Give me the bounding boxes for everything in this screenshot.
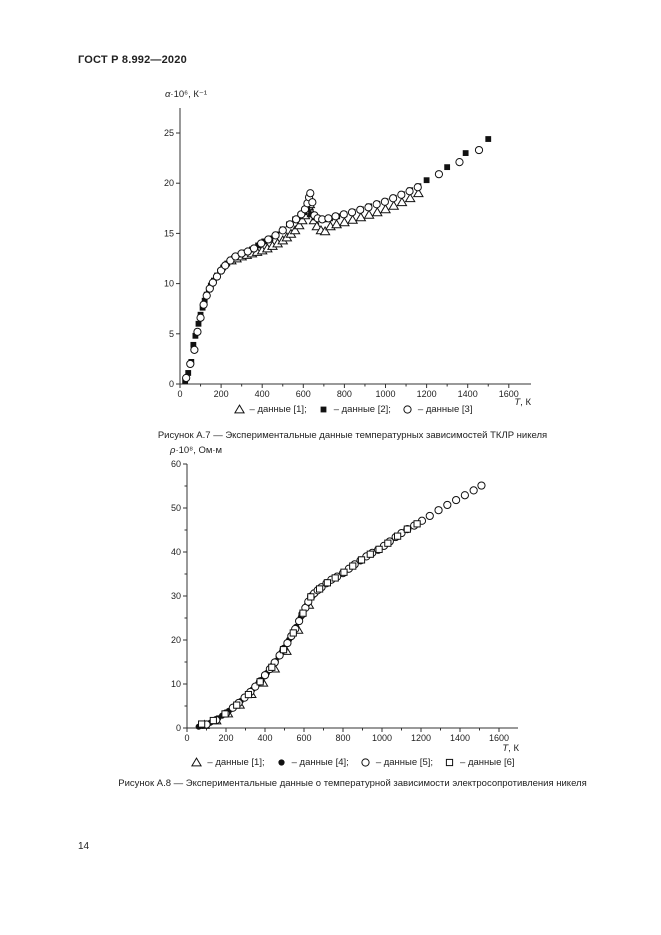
circle-open-icon [361, 758, 370, 767]
x-axis-label-a7: T, К [455, 397, 531, 408]
svg-text:1400: 1400 [458, 389, 478, 399]
y-axis-label-a7: α·10⁶, К⁻¹ [165, 89, 207, 100]
svg-text:0: 0 [169, 379, 174, 389]
ticks [183, 463, 500, 732]
y-axis-symbol-a8: ρ [170, 445, 176, 456]
x-axis-units-a8: , К [508, 743, 519, 754]
caption-a8: Рисунок А.8 — Экспериментальные данные о… [118, 778, 587, 789]
svg-text:1600: 1600 [499, 389, 519, 399]
svg-text:50: 50 [171, 503, 181, 513]
y-axis-symbol-a7: α [165, 89, 171, 100]
legend-item: – данные [3] [401, 403, 473, 415]
svg-text:200: 200 [214, 389, 229, 399]
legend-item: – данные [2]; [317, 403, 391, 415]
svg-text:1200: 1200 [417, 389, 437, 399]
svg-text:1000: 1000 [372, 733, 392, 743]
legend-item-label: – данные [1]; [249, 403, 307, 415]
svg-text:15: 15 [164, 228, 174, 238]
tick-labels: 0 200 400 600 800 1000 1200 1400 1600 0 5 10 15 20 25 [164, 128, 519, 399]
square-open-icon [445, 758, 454, 767]
axes [186, 464, 518, 729]
svg-text:1200: 1200 [411, 733, 431, 743]
circle-filled-icon [278, 759, 285, 766]
svg-text:10: 10 [171, 679, 181, 689]
svg-text:20: 20 [171, 635, 181, 645]
square-filled-icon [320, 406, 327, 413]
triangle-open-icon [191, 757, 203, 767]
svg-text:400: 400 [255, 389, 270, 399]
x-axis-symbol-a8: T [502, 743, 509, 754]
legend-item-label: – данные [5]; [375, 756, 434, 768]
legend-item: – данные [4]; [275, 756, 349, 768]
legend-item: – данные [1]; [233, 403, 307, 415]
svg-text:0: 0 [184, 733, 189, 743]
svg-text:800: 800 [335, 733, 350, 743]
svg-text:40: 40 [171, 547, 181, 557]
axes [179, 108, 531, 385]
legend-a7: – данные [1]; – данные [2]; – данные [3] [30, 403, 661, 418]
svg-text:1400: 1400 [450, 733, 470, 743]
triangle-open-icon [233, 404, 245, 414]
x-axis-symbol-a7: T [514, 397, 521, 408]
svg-text:600: 600 [296, 733, 311, 743]
document-header: ГОСТ Р 8.992—2020 [78, 54, 187, 66]
y-axis-units-a7: ·10⁶, К⁻¹ [170, 89, 208, 100]
y-axis-label-a8: ρ·10⁸, Ом·м [170, 445, 222, 456]
svg-text:800: 800 [337, 389, 352, 399]
svg-text:10: 10 [164, 279, 174, 289]
svg-text:25: 25 [164, 128, 174, 138]
ticks [176, 132, 510, 388]
x-axis-units-a7: , К [520, 397, 531, 408]
chart-a8-plot: 0 200 400 600 800 1000 1200 1400 1600 0 10 20 30 40 50… [171, 459, 518, 743]
legend-a8: – данные [1]; – данные [4]; – данные [5]; –… [30, 756, 661, 771]
svg-text:0: 0 [176, 723, 181, 733]
legend-item-label: – данные [4]; [291, 756, 349, 768]
svg-text:1600: 1600 [489, 733, 509, 743]
svg-text:30: 30 [171, 591, 181, 601]
tick-labels: 0 200 400 600 800 1000 1200 1400 1600 0 10 20 30 40 50… [171, 459, 509, 743]
svg-text:5: 5 [169, 329, 174, 339]
y-axis-units-a8: ·10⁸, Ом·м [175, 445, 223, 456]
x-axis-label-a8: T, К [443, 743, 519, 754]
svg-text:1000: 1000 [375, 389, 395, 399]
legend-item-label: – данные [1]; [207, 756, 265, 768]
legend-item: – данные [6] [443, 756, 515, 768]
svg-text:60: 60 [171, 459, 181, 469]
legend-item-label: – данные [2]; [333, 403, 391, 415]
legend-item: – данные [5]; [359, 756, 433, 768]
svg-text:0: 0 [177, 389, 182, 399]
svg-text:400: 400 [257, 733, 272, 743]
chart-a7-plot: 0 200 400 600 800 1000 1200 1400 1600 0 5 10 15 20 25 [164, 108, 531, 399]
page-number: 14 [78, 841, 90, 852]
legend-item-label: – данные [3] [417, 403, 473, 415]
series-данные3 [182, 145, 484, 383]
svg-text:200: 200 [218, 733, 233, 743]
svg-text:600: 600 [296, 389, 311, 399]
svg-text:20: 20 [164, 178, 174, 188]
circle-open-icon [403, 405, 412, 414]
legend-item: – данные [1]; [190, 756, 265, 768]
caption-a7: Рисунок А.7 — Экспериментальные данные т… [157, 430, 548, 441]
series-данные6 [198, 520, 421, 728]
legend-item-label: – данные [6] [460, 756, 515, 768]
